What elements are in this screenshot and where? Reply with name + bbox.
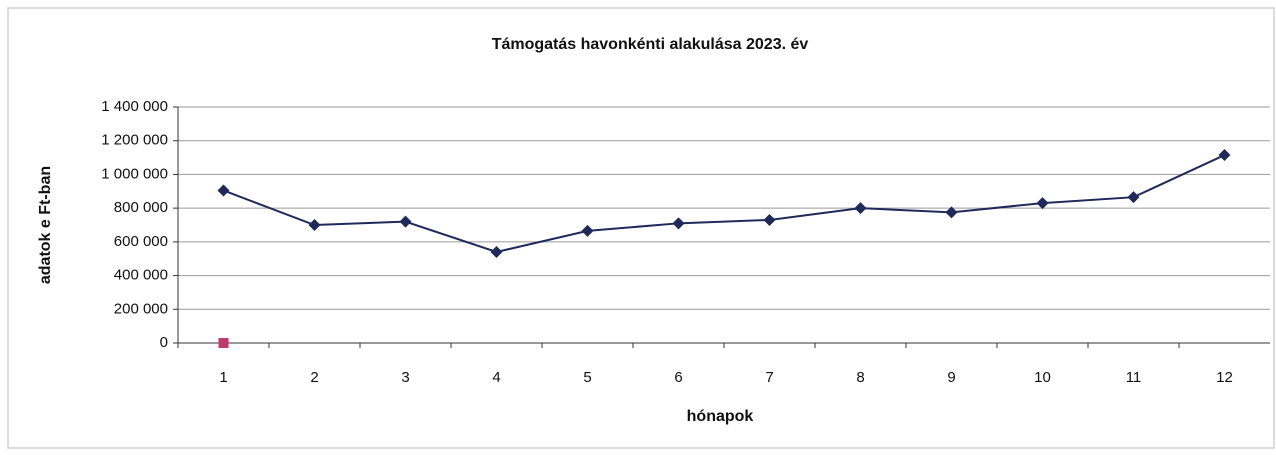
marker <box>218 338 229 348</box>
x-tick-label: 2 <box>310 369 318 386</box>
x-tick-label: 12 <box>1216 369 1233 386</box>
y-tick-label: 0 <box>160 334 168 351</box>
chart-frame <box>7 7 1275 449</box>
marker <box>945 206 958 219</box>
marker <box>763 213 776 226</box>
y-axis-title: adatok e Ft-ban <box>37 166 54 284</box>
marker <box>308 219 321 231</box>
x-tick-label: 8 <box>856 369 864 386</box>
y-tick-label: 400 000 <box>114 267 168 284</box>
marker <box>1036 197 1049 210</box>
y-tick-label: 1 000 000 <box>101 165 168 182</box>
x-tick-label: 4 <box>492 369 500 386</box>
y-tick-label: 200 000 <box>114 300 168 317</box>
marker <box>854 202 867 215</box>
x-tick-label: 10 <box>1034 369 1051 386</box>
marker <box>217 184 230 197</box>
x-tick-label: 7 <box>765 369 773 386</box>
marker <box>581 224 594 237</box>
x-tick-label: 3 <box>401 369 409 386</box>
x-tick-label: 1 <box>219 369 227 386</box>
marker <box>672 217 685 230</box>
marker <box>1218 149 1231 162</box>
x-tick-label: 5 <box>583 369 591 386</box>
y-tick-label: 600 000 <box>114 233 168 250</box>
x-tick-label: 11 <box>1126 369 1142 386</box>
x-tick-label: 6 <box>674 369 682 386</box>
y-tick-label: 1 200 000 <box>101 132 168 149</box>
y-tick-label: 1 400 000 <box>101 98 168 115</box>
x-tick-label: 9 <box>947 369 955 386</box>
marker <box>490 245 503 258</box>
marker <box>1127 191 1140 204</box>
y-tick-label: 800 000 <box>114 199 168 216</box>
series-line <box>223 154 1225 254</box>
marker <box>399 215 412 228</box>
chart-title: Támogatás havonkénti alakulása 2023. év <box>492 36 809 53</box>
x-axis-title: hónapok <box>687 408 754 425</box>
